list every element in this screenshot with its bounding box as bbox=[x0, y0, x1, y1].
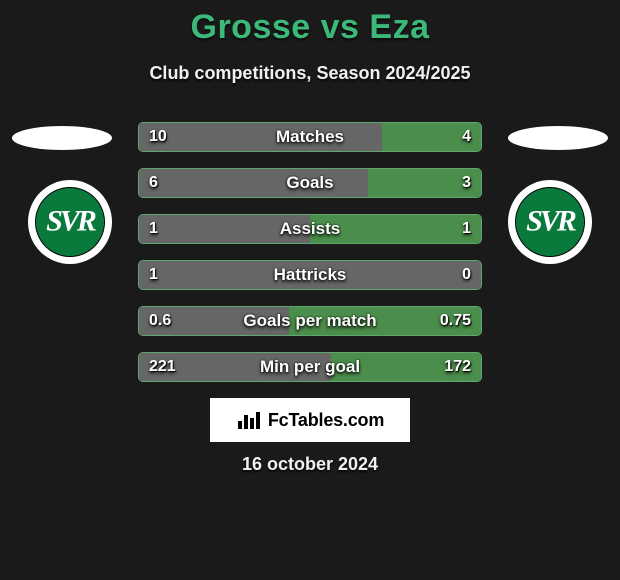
club-badge-icon bbox=[35, 187, 105, 257]
stat-value-right: 172 bbox=[444, 353, 471, 381]
stat-row: 1 Hattricks 0 bbox=[138, 260, 482, 290]
stat-value-right: 3 bbox=[462, 169, 471, 197]
player-right-highlight bbox=[508, 126, 608, 150]
barchart-icon bbox=[236, 409, 262, 431]
stat-value-right: 0 bbox=[462, 261, 471, 289]
club-logo-left bbox=[28, 180, 112, 264]
club-logo-right bbox=[508, 180, 592, 264]
stat-label: Goals per match bbox=[139, 307, 481, 335]
stat-row: 6 Goals 3 bbox=[138, 168, 482, 198]
stat-row: 1 Assists 1 bbox=[138, 214, 482, 244]
stat-value-right: 4 bbox=[462, 123, 471, 151]
stat-label: Min per goal bbox=[139, 353, 481, 381]
stat-label: Assists bbox=[139, 215, 481, 243]
date-label: 16 october 2024 bbox=[0, 454, 620, 475]
watermark-text: FcTables.com bbox=[268, 410, 384, 431]
comparison-infographic: Grosse vs Eza Club competitions, Season … bbox=[0, 0, 620, 580]
stat-label: Hattricks bbox=[139, 261, 481, 289]
stat-row: 0.6 Goals per match 0.75 bbox=[138, 306, 482, 336]
watermark-badge: FcTables.com bbox=[210, 398, 410, 442]
stat-bars: 10 Matches 4 6 Goals 3 1 Assists 1 1 Hat… bbox=[138, 122, 482, 398]
stat-label: Matches bbox=[139, 123, 481, 151]
stat-label: Goals bbox=[139, 169, 481, 197]
stat-row: 221 Min per goal 172 bbox=[138, 352, 482, 382]
page-title: Grosse vs Eza bbox=[0, 8, 620, 47]
stat-row: 10 Matches 4 bbox=[138, 122, 482, 152]
club-badge-icon bbox=[515, 187, 585, 257]
player-left-highlight bbox=[12, 126, 112, 150]
stat-value-right: 0.75 bbox=[440, 307, 471, 335]
stat-value-right: 1 bbox=[462, 215, 471, 243]
subtitle: Club competitions, Season 2024/2025 bbox=[0, 63, 620, 84]
